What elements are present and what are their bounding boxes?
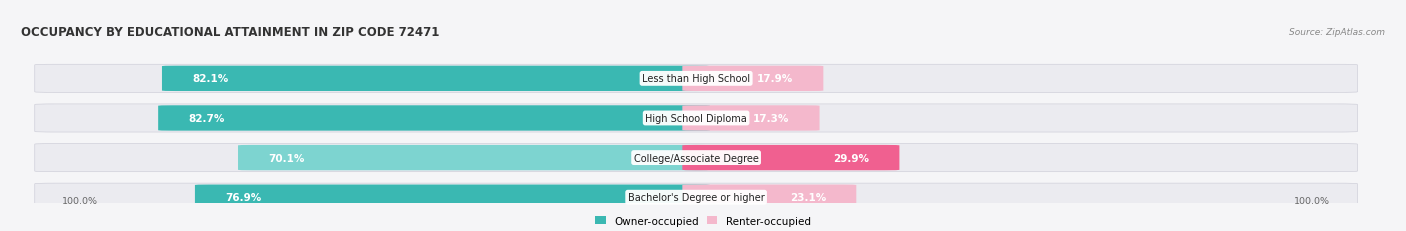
FancyBboxPatch shape <box>682 66 824 92</box>
Text: 82.7%: 82.7% <box>188 113 225 123</box>
FancyBboxPatch shape <box>682 145 900 170</box>
Text: Bachelor's Degree or higher: Bachelor's Degree or higher <box>627 192 765 202</box>
Text: 82.1%: 82.1% <box>193 74 229 84</box>
FancyBboxPatch shape <box>35 104 1358 132</box>
Text: Less than High School: Less than High School <box>643 74 751 84</box>
Text: 17.3%: 17.3% <box>752 113 789 123</box>
FancyBboxPatch shape <box>35 144 1358 172</box>
Text: 100.0%: 100.0% <box>1294 196 1330 205</box>
FancyBboxPatch shape <box>682 106 820 131</box>
Text: 76.9%: 76.9% <box>225 192 262 202</box>
Text: College/Associate Degree: College/Associate Degree <box>634 153 759 163</box>
Text: 17.9%: 17.9% <box>756 74 793 84</box>
FancyBboxPatch shape <box>162 66 710 92</box>
Text: High School Diploma: High School Diploma <box>645 113 747 123</box>
FancyBboxPatch shape <box>682 185 856 210</box>
Legend: Owner-occupied, Renter-occupied: Owner-occupied, Renter-occupied <box>591 211 815 230</box>
FancyBboxPatch shape <box>35 183 1358 211</box>
FancyBboxPatch shape <box>238 145 710 170</box>
FancyBboxPatch shape <box>157 106 710 131</box>
FancyBboxPatch shape <box>195 185 710 210</box>
FancyBboxPatch shape <box>35 65 1358 93</box>
Text: 100.0%: 100.0% <box>62 196 98 205</box>
Text: Source: ZipAtlas.com: Source: ZipAtlas.com <box>1289 28 1385 37</box>
Text: 70.1%: 70.1% <box>269 153 305 163</box>
Text: 29.9%: 29.9% <box>834 153 869 163</box>
Text: OCCUPANCY BY EDUCATIONAL ATTAINMENT IN ZIP CODE 72471: OCCUPANCY BY EDUCATIONAL ATTAINMENT IN Z… <box>21 26 439 39</box>
Text: 23.1%: 23.1% <box>790 192 825 202</box>
